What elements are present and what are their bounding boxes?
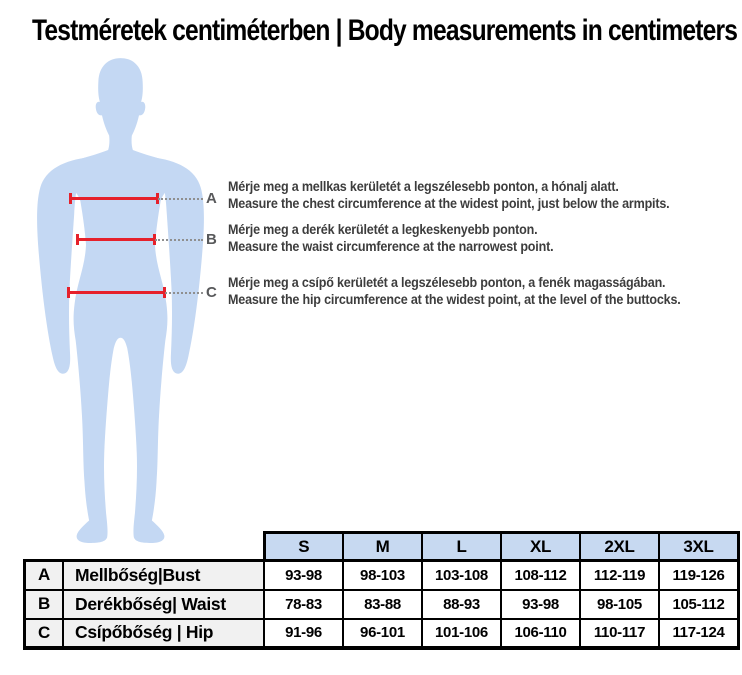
waist-measure-line <box>76 234 156 245</box>
waist-l: 88-93 <box>421 588 502 620</box>
hip-instruction-en: Measure the hip circumference at the wid… <box>228 292 681 307</box>
hip-measure-line <box>67 287 166 298</box>
waist-instruction-hu: Mérje meg a derék kerületét a legkeskeny… <box>228 222 538 237</box>
body-silhouette <box>37 58 204 543</box>
bust-m: 98-103 <box>342 559 423 591</box>
chest-letter: A <box>206 190 217 207</box>
header-spacer <box>25 533 265 561</box>
bust-2xl: 112-119 <box>579 559 660 591</box>
row-letter: A <box>23 559 64 591</box>
row-label: Derékbőség| Waist <box>62 588 265 620</box>
hip-m: 96-101 <box>342 617 423 650</box>
size-header-m: M <box>342 531 423 562</box>
hip-instruction-hu: Mérje meg a csípő kerületét a legszélese… <box>228 275 666 290</box>
bust-l: 103-108 <box>421 559 502 591</box>
left-arm-outline <box>37 157 91 374</box>
right-arm-outline <box>150 157 204 374</box>
waist-letter: B <box>206 231 217 248</box>
hip-leader-dots <box>165 292 203 294</box>
hip-letter: C <box>206 284 217 301</box>
waist-instruction-en: Measure the waist circumference at the n… <box>228 239 554 254</box>
waist-leader-dots <box>155 239 203 241</box>
waist-s: 78-83 <box>263 588 344 620</box>
body-outline <box>53 58 188 543</box>
waist-xl: 93-98 <box>500 588 581 620</box>
waist-3xl: 105-112 <box>658 588 740 620</box>
waist-m: 83-88 <box>342 588 423 620</box>
waist-2xl: 98-105 <box>579 588 660 620</box>
bust-xl: 108-112 <box>500 559 581 591</box>
row-letter: C <box>23 617 64 650</box>
size-header-3xl: 3XL <box>658 531 740 562</box>
chest-instruction-en: Measure the chest circumference at the w… <box>228 196 670 211</box>
size-header-s: S <box>262 531 344 562</box>
hip-xl: 106-110 <box>500 617 581 650</box>
bust-s: 93-98 <box>263 559 344 591</box>
row-label: Mellbőség|Bust <box>62 559 265 591</box>
hip-2xl: 110-117 <box>579 617 660 650</box>
table-row-hip: C Csípőbőség | Hip 91-96 96-101 101-106 … <box>23 617 740 650</box>
size-header-l: L <box>421 531 502 562</box>
hip-l: 101-106 <box>421 617 502 650</box>
chest-leader-dots <box>158 198 203 200</box>
hip-s: 91-96 <box>263 617 344 650</box>
chest-instruction-hu: Mérje meg a mellkas kerületét a legszéle… <box>228 179 619 194</box>
row-letter: B <box>23 588 64 620</box>
bust-3xl: 119-126 <box>658 559 740 591</box>
chest-instruction: Mérje meg a mellkas kerületét a legszéle… <box>228 178 712 212</box>
waist-instruction: Mérje meg a derék kerületét a legkeskeny… <box>228 221 712 255</box>
size-header-row: S M L XL 2XL 3XL <box>25 531 740 562</box>
table-row-waist: B Derékbőség| Waist 78-83 83-88 88-93 93… <box>23 588 740 620</box>
table-row-bust: A Mellbőség|Bust 93-98 98-103 103-108 10… <box>23 559 740 591</box>
hip-3xl: 117-124 <box>658 617 740 650</box>
chest-measure-line <box>69 193 159 204</box>
size-header-2xl: 2XL <box>579 531 660 562</box>
size-header-xl: XL <box>500 531 581 562</box>
row-label: Csípőbőség | Hip <box>62 617 265 650</box>
page-title: Testméretek centiméterben | Body measure… <box>32 14 738 47</box>
hip-instruction: Mérje meg a csípő kerületét a legszélese… <box>228 274 712 308</box>
size-table: S M L XL 2XL 3XL A Mellbőség|Bust 93-98 … <box>23 531 740 650</box>
